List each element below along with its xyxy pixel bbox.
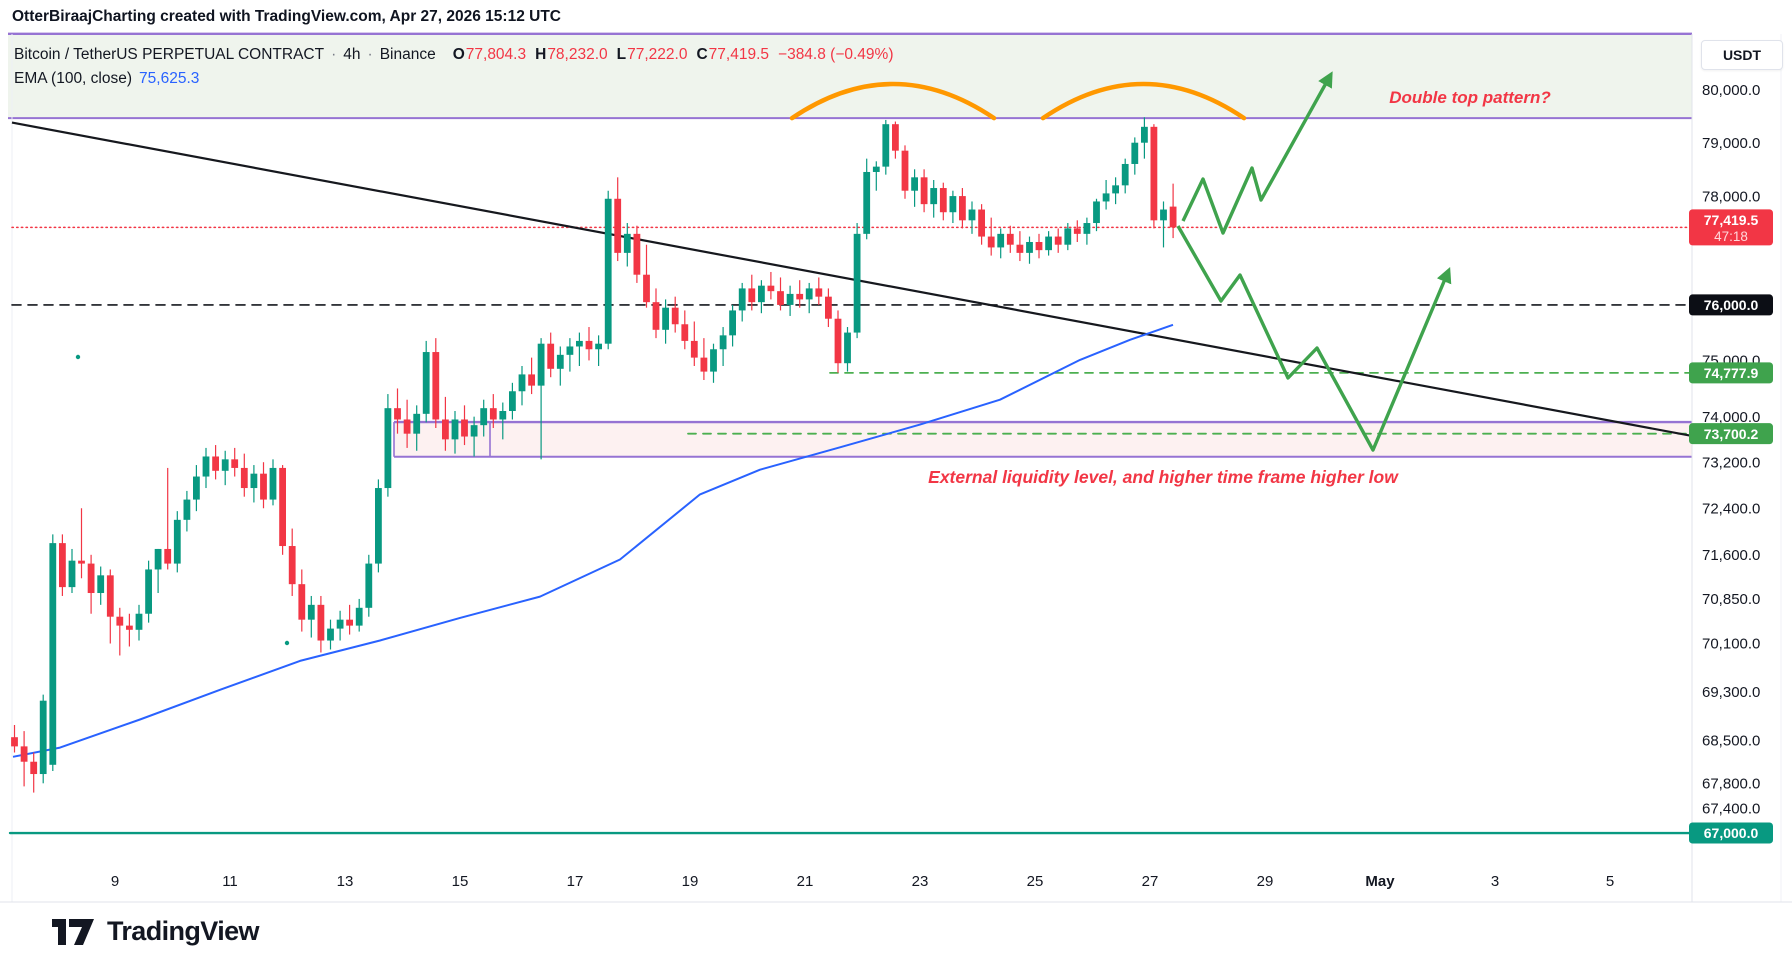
descending-trendline[interactable]: [11, 121, 1693, 438]
svg-text:25: 25: [1027, 873, 1044, 890]
svg-text:73,700.2: 73,700.2: [1704, 426, 1759, 442]
ema-indicator-label[interactable]: EMA (100, close): [14, 70, 133, 87]
svg-text:79,000.0: 79,000.0: [1702, 135, 1760, 152]
svg-text:19: 19: [682, 873, 699, 890]
zone-rectangles: [8, 32, 1692, 458]
watermark-title: OtterBiraajCharting created with Trading…: [12, 8, 561, 25]
svg-text:3: 3: [1491, 873, 1499, 890]
close-value: 77,419.5: [708, 46, 770, 63]
price-axis-badges: 77,419.547:18 76,000.0 74,777.9 73,700.2 67,…: [1689, 209, 1773, 844]
svg-text:70,850.0: 70,850.0: [1702, 591, 1760, 608]
symbol-title[interactable]: Bitcoin / TetherUS PERPETUAL CONTRACT: [14, 46, 325, 63]
change-value: −384.8 (−0.49%): [778, 46, 894, 63]
currency-toggle-button[interactable]: USDT: [1701, 40, 1783, 70]
low-label: L: [616, 46, 627, 63]
separator-dot: ·: [367, 46, 373, 63]
price-badge: [1689, 209, 1773, 246]
svg-text:29: 29: [1257, 873, 1274, 890]
marker-dot: [75, 354, 81, 360]
svg-text:9: 9: [111, 873, 119, 890]
tradingview-logo-text: TradingView: [107, 916, 260, 946]
low-value: 77,222.0: [627, 46, 688, 63]
open-label: O: [452, 46, 465, 63]
interval-label[interactable]: 4h: [343, 46, 361, 63]
svg-text:68,500.0: 68,500.0: [1702, 732, 1760, 749]
svg-text:70,100.0: 70,100.0: [1702, 636, 1760, 653]
annotation-text[interactable]: Double top pattern?: [1389, 88, 1551, 107]
svg-text:23: 23: [912, 873, 929, 890]
svg-text:47:18: 47:18: [1714, 229, 1748, 244]
tradingview-logo-icon: [52, 918, 94, 945]
svg-text:May: May: [1365, 873, 1395, 890]
svg-text:71,600.0: 71,600.0: [1702, 547, 1760, 564]
tradingview-logo[interactable]: TradingView: [52, 916, 260, 947]
candles-layer[interactable]: [11, 117, 1177, 793]
svg-text:77,419.5: 77,419.5: [1704, 212, 1759, 228]
ema-indicator-value: 75,625.3: [139, 70, 200, 87]
double-top-arcs[interactable]: [789, 81, 1247, 121]
indicator-header: EMA (100, close) 75,625.3: [14, 70, 199, 88]
high-label: H: [535, 46, 547, 63]
svg-text:27: 27: [1142, 873, 1159, 890]
svg-text:67,400.0: 67,400.0: [1702, 800, 1760, 817]
svg-text:69,300.0: 69,300.0: [1702, 684, 1760, 701]
svg-text:21: 21: [797, 873, 814, 890]
price-badge: [1689, 294, 1773, 316]
price-axis-labels: 80,000.079,000.078,000.075,000.074,000.0…: [1702, 82, 1760, 817]
marker-dot: [284, 640, 290, 646]
high-value: 78,232.0: [547, 46, 608, 63]
svg-text:67,000.0: 67,000.0: [1704, 825, 1759, 841]
svg-text:72,400.0: 72,400.0: [1702, 500, 1760, 517]
svg-text:5: 5: [1606, 873, 1614, 890]
svg-text:73,200.0: 73,200.0: [1702, 454, 1760, 471]
svg-text:15: 15: [452, 873, 469, 890]
ema-line[interactable]: [12, 323, 1174, 758]
price-badge: [1689, 362, 1773, 384]
projection-zigzags[interactable]: [1176, 71, 1452, 452]
price-axis[interactable]: [1692, 34, 1792, 974]
horizontal-level-lines[interactable]: [8, 226, 1694, 835]
symbol-header: Bitcoin / TetherUS PERPETUAL CONTRACT · …: [14, 46, 894, 64]
separator-dot: ·: [331, 46, 337, 63]
open-value: 77,804.3: [465, 46, 527, 63]
svg-text:74,777.9: 74,777.9: [1704, 365, 1759, 381]
svg-text:13: 13: [337, 873, 354, 890]
ohlc-values: O77,804.3 H78,232.0 L77,222.0 C77,419.5 …: [453, 46, 894, 64]
svg-text:76,000.0: 76,000.0: [1704, 297, 1759, 313]
time-axis[interactable]: 9 11 13 15 17 19 21 23 25 27 29 May 3 5: [111, 873, 1614, 890]
svg-text:67,800.0: 67,800.0: [1702, 775, 1760, 792]
titlebar: OtterBiraajCharting created with Trading…: [0, 0, 1792, 34]
price-badge: [1689, 423, 1773, 445]
exchange-label: Binance: [379, 46, 436, 63]
svg-text:17: 17: [567, 873, 584, 890]
annotation-text[interactable]: External liquidity level, and higher tim…: [928, 467, 1399, 487]
svg-text:74,000.0: 74,000.0: [1702, 409, 1760, 426]
svg-text:78,000.0: 78,000.0: [1702, 188, 1760, 205]
svg-text:80,000.0: 80,000.0: [1702, 82, 1760, 99]
close-label: C: [696, 46, 708, 63]
svg-text:11: 11: [222, 873, 238, 890]
price-badge: [1689, 822, 1773, 844]
